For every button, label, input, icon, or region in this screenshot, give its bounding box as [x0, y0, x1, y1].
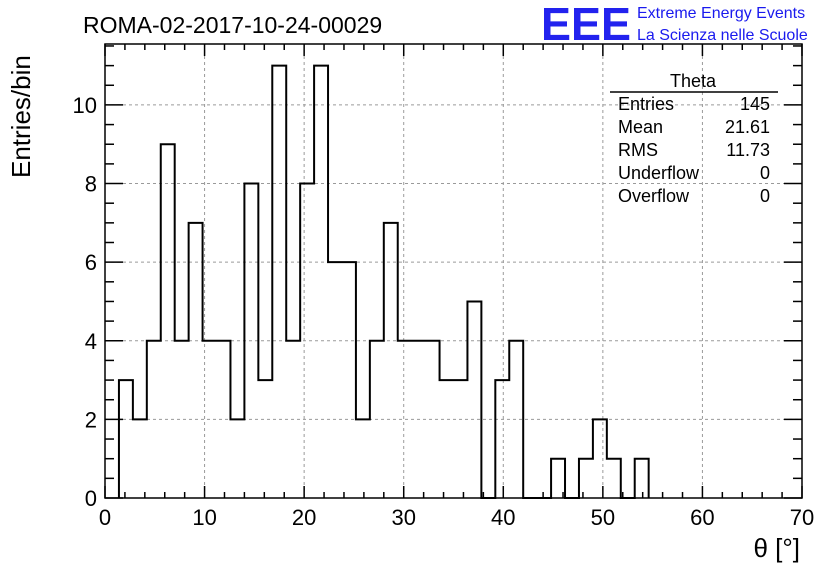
y-tick-label: 2	[85, 407, 97, 432]
histogram-bin	[342, 262, 356, 498]
y-tick-label: 8	[85, 172, 97, 197]
histogram-bin	[175, 341, 189, 498]
histogram-bin	[230, 419, 244, 498]
histogram-bin	[119, 380, 133, 498]
x-tick-label: 60	[690, 505, 714, 530]
y-tick-label: 10	[73, 93, 97, 118]
x-axis-title: θ [°]	[753, 533, 800, 563]
histogram-bin	[635, 459, 649, 498]
logo-line1: Extreme Energy Events	[637, 5, 805, 22]
stats-value: 0	[760, 163, 770, 183]
plot-frame	[104, 43, 803, 499]
histogram-bin	[314, 66, 328, 498]
histogram-bin	[356, 419, 370, 498]
y-tick-label: 4	[85, 329, 97, 354]
histogram-bin	[384, 223, 398, 498]
stats-label: Underflow	[618, 163, 700, 183]
stats-label: Mean	[618, 117, 663, 137]
histogram-bin	[440, 380, 454, 498]
stats-value: 145	[740, 94, 770, 114]
x-tick-labels: 0 10 20 30 40 50 60 70	[99, 505, 814, 530]
histogram-bin	[467, 301, 481, 498]
stats-label: Overflow	[618, 186, 690, 206]
x-tick-label: 70	[790, 505, 814, 530]
histogram-bin	[189, 223, 203, 498]
x-tick-label: 50	[591, 505, 615, 530]
eee-logo: EEE Extreme Energy Events La Scienza nel…	[541, 0, 808, 50]
stats-value: 0	[760, 186, 770, 206]
histogram-bin	[217, 341, 231, 498]
histogram-outline	[117, 64, 650, 499]
histogram-bin	[161, 144, 175, 498]
stats-value: 21.61	[725, 117, 770, 137]
y-tick-label: 0	[85, 486, 97, 511]
logo-line2: La Scienza nelle Scuole	[637, 27, 808, 44]
y-axis-title: Entries/bin	[6, 55, 36, 178]
histogram-series	[117, 64, 650, 499]
histogram-bin	[607, 459, 621, 498]
grid	[105, 44, 802, 498]
histogram-bin	[258, 380, 272, 498]
histogram-bin	[133, 419, 147, 498]
logo-letters: EEE	[541, 0, 631, 50]
x-tick-label: 20	[292, 505, 316, 530]
stats-label: RMS	[618, 140, 658, 160]
stats-value: 11.73	[726, 140, 770, 160]
x-tick-label: 0	[99, 505, 111, 530]
histogram-bin	[328, 262, 342, 498]
x-tick-label: 40	[491, 505, 515, 530]
histogram-bin	[454, 380, 468, 498]
histogram-bin	[495, 380, 509, 498]
histogram-bin	[593, 419, 607, 498]
chart-title: ROMA-02-2017-10-24-00029	[83, 12, 382, 38]
stats-rows: Entries 145 Mean 21.61 RMS 11.73 Underflow 0 Ove…	[618, 94, 770, 206]
histogram-bin	[579, 459, 593, 498]
axis-ticks	[104, 44, 803, 499]
stats-box: Theta Entries 145 Mean 21.61 RMS 11.73 Underfl…	[610, 71, 778, 206]
histogram-bin	[300, 184, 314, 498]
x-tick-label: 30	[391, 505, 415, 530]
stats-name: Theta	[670, 71, 717, 91]
x-tick-label: 10	[192, 505, 216, 530]
y-tick-labels: 0 2 4 6 8 10	[73, 93, 97, 511]
stats-label: Entries	[618, 94, 674, 114]
histogram-bin	[272, 66, 286, 498]
y-tick-label: 6	[85, 250, 97, 275]
